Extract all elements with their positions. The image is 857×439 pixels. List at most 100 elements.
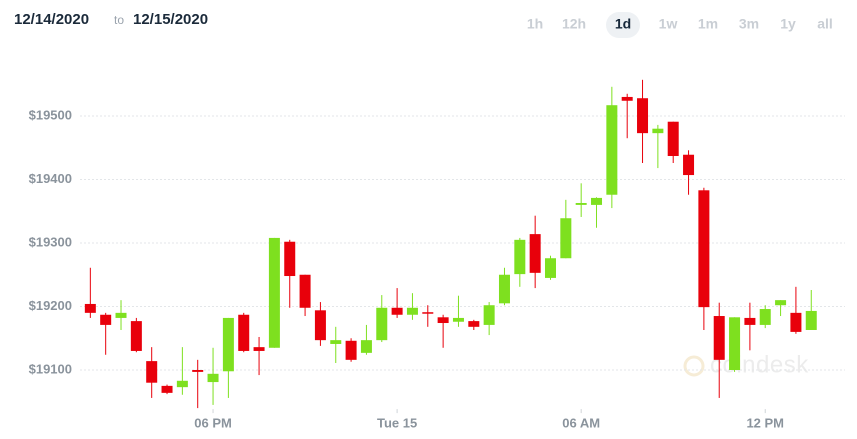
candle-body [437, 317, 449, 324]
range-button[interactable]: 1d [615, 16, 631, 32]
candle-body [376, 307, 388, 341]
candle [253, 336, 265, 376]
x-tick-label: 12 PM [746, 415, 784, 430]
candle [621, 93, 633, 139]
candle-body [84, 303, 96, 313]
candle [529, 215, 541, 289]
candle [805, 289, 817, 330]
candle [376, 295, 388, 343]
candle [544, 255, 556, 280]
candle-body [146, 361, 158, 383]
candle-body [284, 241, 296, 277]
candle [406, 293, 418, 320]
watermark: coindesk [710, 351, 809, 378]
candle [744, 302, 756, 351]
candle [299, 274, 311, 317]
range-active-bg [606, 12, 640, 38]
candle-body [452, 317, 464, 322]
grid [80, 115, 845, 371]
candle [207, 347, 219, 405]
candles [84, 79, 817, 409]
candle [775, 300, 787, 317]
candle [422, 305, 434, 327]
candle-body [637, 98, 649, 134]
candle [759, 305, 771, 329]
range-button[interactable]: all [817, 16, 833, 32]
candle [575, 183, 587, 217]
range-button[interactable]: 1h [527, 16, 543, 32]
candle [360, 324, 372, 355]
candle [713, 302, 725, 398]
candle [498, 267, 510, 306]
candle-body [391, 307, 403, 315]
candle-body [238, 314, 250, 351]
candle [284, 239, 296, 308]
candle-body [606, 105, 618, 195]
candle [606, 86, 618, 209]
x-tick-label: 06 AM [562, 415, 600, 430]
candle [268, 237, 280, 348]
candle [637, 79, 649, 163]
y-tick-label: $19100 [29, 361, 72, 376]
candle [115, 300, 127, 330]
date-to: 12/15/2020 [133, 11, 208, 28]
candle-body [207, 373, 219, 383]
y-tick-label: $19200 [29, 298, 72, 313]
candle-body [483, 305, 495, 325]
candle-body [759, 309, 771, 325]
candle-body [345, 340, 357, 360]
candle-body [161, 385, 173, 393]
candle-body [652, 128, 664, 134]
candle [560, 199, 572, 259]
candle-body [790, 312, 802, 332]
candle-body [805, 310, 817, 330]
x-tick-label: 06 PM [194, 415, 232, 430]
candle [391, 288, 403, 318]
candle-body [422, 312, 434, 314]
candle-body [253, 347, 265, 351]
x-tick-label: Tue 15 [377, 415, 417, 430]
candle-body [100, 314, 112, 325]
candle [100, 312, 112, 355]
candle-body [130, 321, 142, 351]
y-tick-label: $19400 [29, 171, 72, 186]
range-button[interactable]: 1w [659, 16, 678, 32]
y-tick-label: $19300 [29, 234, 72, 249]
candle [468, 319, 480, 330]
candle-body [744, 317, 756, 325]
candle [729, 317, 741, 372]
candle-body [667, 121, 679, 157]
candle [176, 347, 188, 395]
candle-body [621, 96, 633, 101]
candle [238, 312, 250, 353]
watermark-group: coindesk [683, 351, 809, 378]
candle-body [498, 274, 510, 304]
candle-body [514, 239, 526, 275]
candle-body [729, 317, 741, 370]
candle-body [222, 317, 234, 372]
candle-body [713, 316, 725, 360]
range-button[interactable]: 1y [780, 16, 796, 32]
range-button[interactable]: 1m [698, 16, 718, 32]
candle [790, 286, 802, 334]
candle [161, 384, 173, 395]
candle-body [683, 154, 695, 176]
watermark-logo [683, 355, 705, 377]
candle-body [360, 340, 372, 353]
candle-body [115, 312, 127, 318]
candle-body [591, 197, 603, 205]
candle [314, 302, 326, 346]
candle-body [330, 340, 342, 344]
candle [452, 295, 464, 327]
candle [698, 187, 710, 330]
candle-body [560, 218, 572, 259]
range-button[interactable]: 3m [739, 16, 759, 32]
candle-body [268, 237, 280, 348]
range-selector: 1h 12h 1d 1w 1m 3m 1y all [527, 12, 833, 38]
candle [483, 302, 495, 336]
date-separator: to [114, 13, 124, 27]
candle-body [192, 370, 204, 372]
candle-body [775, 300, 787, 306]
range-button[interactable]: 12h [562, 16, 586, 32]
